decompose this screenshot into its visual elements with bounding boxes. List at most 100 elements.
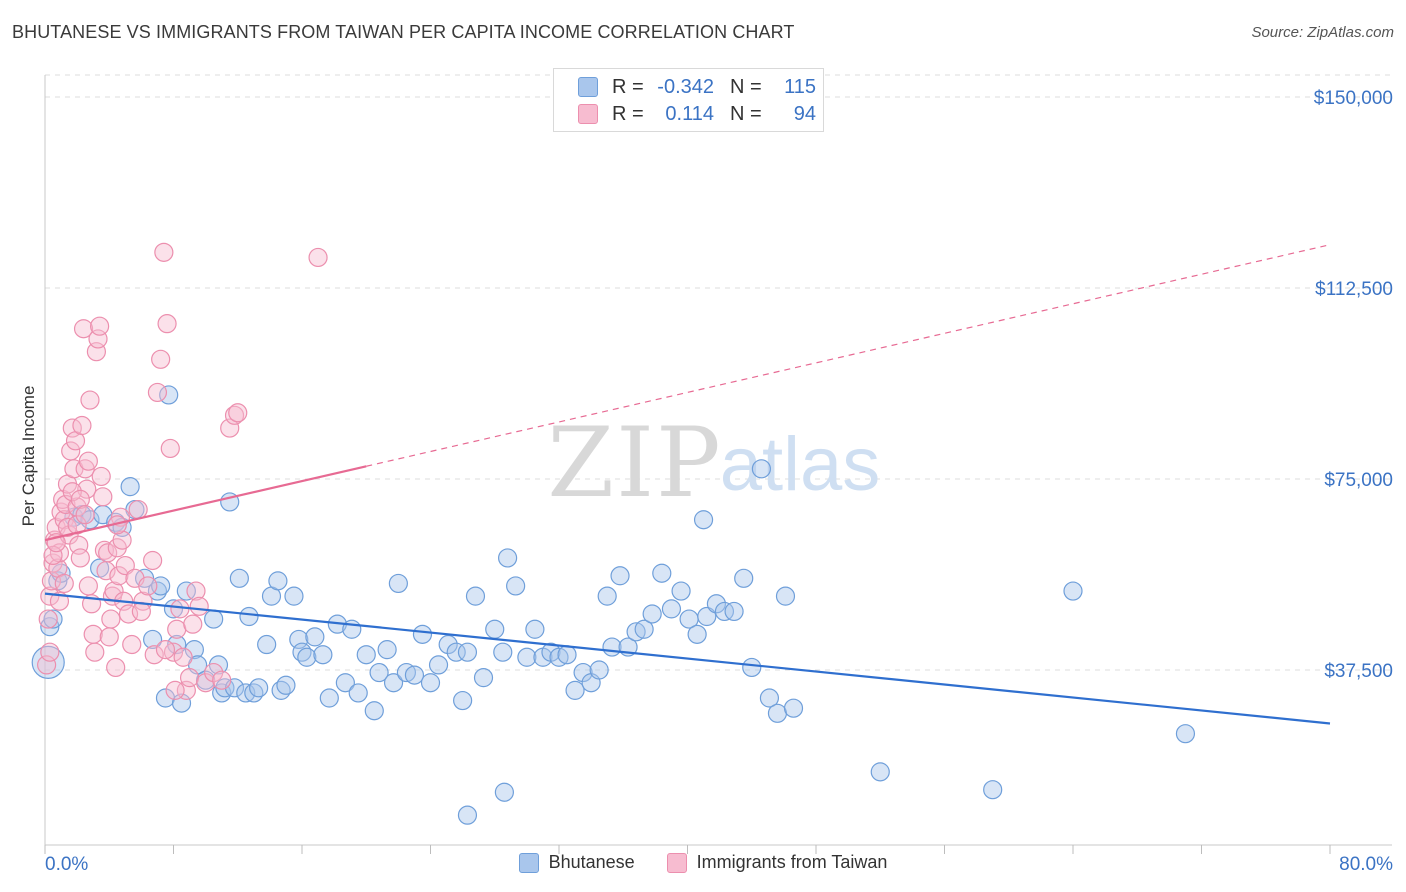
bhutanese-point: [249, 678, 269, 698]
watermark-zip: ZIP: [547, 407, 722, 519]
taiwan-point: [75, 505, 95, 525]
legend-r-value: 0.114: [665, 102, 714, 125]
bhutanese-point: [284, 586, 304, 606]
legend-r-value: -0.342: [657, 75, 714, 98]
taiwan-point: [228, 403, 248, 423]
taiwan-point: [115, 555, 135, 576]
bhutanese-point: [348, 683, 368, 703]
bhutanese-point: [671, 581, 691, 601]
stats-legend: R = -0.342 N = 115 R = 0.114 N = 94: [553, 68, 824, 132]
bhutanese-point: [783, 698, 804, 718]
legend-item-taiwan[interactable]: Immigrants from Taiwan: [666, 852, 888, 873]
bhutanese-point: [557, 645, 577, 665]
bhutanese-point: [120, 477, 140, 497]
y-tick-label: $75,000: [1324, 470, 1393, 491]
taiwan-point: [186, 581, 206, 601]
legend-label-bhutanese: Bhutanese: [548, 852, 635, 872]
series-taiwan: [37, 242, 328, 700]
y-tick-label: $112,500: [1315, 279, 1393, 300]
bhutanese-point: [364, 701, 384, 721]
bhutanese-point: [597, 586, 617, 606]
legend-row-bhutanese: R = -0.342 N = 115: [578, 75, 816, 99]
bhutanese-point: [724, 601, 744, 622]
legend-swatch-blue: [578, 77, 598, 97]
bhutanese-point: [420, 673, 441, 693]
legend-item-bhutanese[interactable]: Bhutanese: [518, 852, 635, 873]
bhutanese-point: [163, 599, 184, 619]
bhutanese-point: [388, 573, 408, 594]
taiwan-point: [85, 642, 105, 662]
taiwan-point: [37, 655, 57, 675]
bhutanese-point: [485, 619, 505, 639]
taiwan-point: [93, 487, 113, 507]
bhutanese-point: [438, 634, 458, 655]
bhutanese-point: [404, 665, 425, 685]
bhutanese-point: [473, 668, 494, 688]
axis-labels: $37,500 $75,000 $112,500 $150,000 0.0% 80.0% P…: [19, 88, 1393, 875]
bhutanese-point: [742, 657, 762, 678]
legend-n-label: N =: [730, 102, 762, 125]
taiwan-point: [77, 479, 97, 499]
bhutanese-point: [268, 571, 288, 591]
bhutanese-point: [147, 581, 168, 601]
taiwan-point: [220, 418, 240, 438]
bhutanese-point: [369, 662, 389, 683]
bhutanese-point: [428, 655, 449, 675]
taiwan-point: [196, 673, 216, 693]
bhutanese-point: [751, 459, 771, 479]
bhutanese-point: [634, 619, 654, 639]
bhutanese-point: [734, 568, 754, 588]
bhutanese-point: [159, 385, 179, 405]
y-tick-label: $37,500: [1324, 661, 1393, 682]
x-tick-label-min: 0.0%: [45, 854, 88, 875]
taiwan-point: [183, 614, 203, 634]
legend-r-label: R =: [612, 75, 644, 98]
trend-lines: [44, 244, 1331, 725]
bhutanese-point: [775, 586, 796, 606]
legend-r-label: R =: [612, 102, 644, 125]
x-tick-label-max: 80.0%: [1339, 854, 1393, 875]
bhutanese-point: [412, 624, 433, 644]
bhutanese-point: [1063, 581, 1083, 601]
taiwan-point: [49, 591, 70, 611]
taiwan-point: [160, 438, 180, 459]
bhutanese-point: [506, 576, 526, 596]
bhutanese-point: [446, 642, 466, 662]
taiwan-point: [147, 382, 168, 403]
legend-n-value: 115: [784, 75, 816, 98]
taiwan-point: [173, 647, 193, 667]
bhutanese-point: [589, 660, 609, 680]
taiwan-point: [308, 247, 328, 268]
taiwan-point: [106, 657, 126, 678]
bhutanese-point: [767, 703, 788, 723]
legend-label-taiwan: Immigrants from Taiwan: [696, 852, 888, 872]
taiwan-point: [43, 545, 63, 566]
taiwan-point: [98, 543, 118, 563]
taiwan-point: [224, 405, 245, 425]
bhutanese-point: [498, 548, 518, 568]
source-label: Source: ZipAtlas.com: [1251, 24, 1394, 41]
bhutanese-point: [493, 642, 513, 662]
bhutanese-point: [693, 510, 714, 530]
bhutanese-point: [43, 609, 63, 629]
taiwan-point: [40, 586, 60, 606]
bhutanese-point: [176, 581, 196, 601]
taiwan-point: [70, 489, 90, 509]
taiwan-point: [133, 591, 153, 611]
taiwan-point: [212, 670, 232, 690]
taiwan-point: [80, 390, 100, 410]
taiwan-point: [167, 619, 187, 639]
bhutanese-point: [652, 563, 672, 583]
legend-n-label: N =: [730, 75, 762, 98]
bhutanese-point: [457, 642, 478, 662]
bhutanese-point: [983, 780, 1003, 800]
bhutanese-point: [297, 647, 317, 667]
bhutanese-point: [714, 601, 735, 622]
taiwan-point: [155, 640, 176, 660]
taiwan-point: [138, 576, 158, 596]
taiwan-point: [99, 627, 119, 647]
bhutanese-point: [517, 647, 537, 667]
legend-swatch-blue: [518, 852, 539, 873]
taiwan-point: [151, 349, 171, 369]
taiwan-point: [40, 642, 60, 662]
